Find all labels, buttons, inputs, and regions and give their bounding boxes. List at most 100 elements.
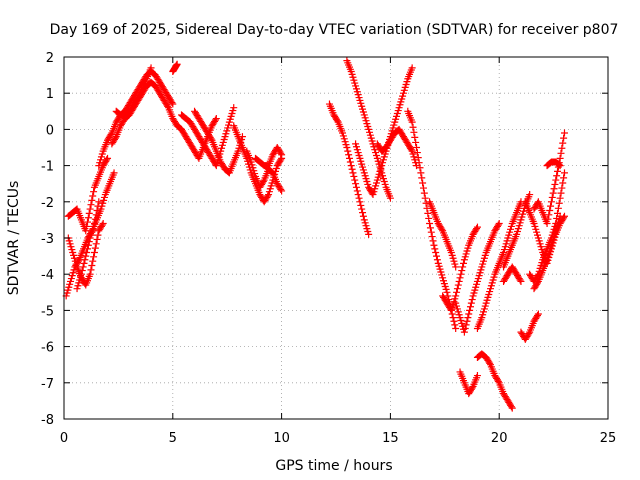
data-point [544, 215, 552, 223]
data-point [495, 220, 503, 228]
series-arc33 [543, 158, 564, 170]
data-point [90, 220, 98, 228]
data-point [466, 306, 474, 314]
data-point [546, 206, 554, 214]
data-point [450, 317, 458, 325]
data-point [424, 209, 432, 217]
data-point [553, 172, 561, 180]
x-tick-label: 15 [382, 431, 399, 446]
data-point [466, 303, 474, 311]
data-point [433, 256, 441, 264]
data-marks [62, 57, 568, 412]
data-point [90, 188, 98, 196]
y-tick-label: 0 [46, 123, 54, 138]
data-point [526, 191, 534, 199]
data-point [463, 317, 471, 325]
data-point [173, 60, 181, 68]
data-point [408, 64, 416, 72]
data-point [464, 314, 472, 322]
data-point [409, 123, 417, 131]
data-point [91, 244, 99, 252]
data-point [419, 184, 427, 192]
data-point [110, 169, 118, 177]
data-point [555, 161, 563, 169]
data-point [559, 179, 567, 187]
data-point [462, 321, 470, 329]
data-point [429, 237, 437, 245]
data-point [458, 267, 466, 275]
data-point [90, 248, 98, 256]
data-point [346, 158, 354, 166]
data-point [467, 299, 475, 307]
data-point [80, 259, 88, 267]
data-point [86, 270, 94, 278]
data-point [87, 201, 95, 209]
data-point [352, 180, 360, 188]
data-point [84, 245, 92, 253]
data-point [350, 172, 358, 180]
series-arc13 [243, 147, 286, 195]
data-point [533, 311, 541, 319]
data-point [83, 248, 91, 256]
x-tick-label: 5 [169, 431, 177, 446]
data-point [85, 209, 93, 217]
data-point [351, 176, 359, 184]
data-point [212, 115, 220, 123]
data-point [92, 211, 100, 219]
data-point [259, 178, 267, 186]
data-point [98, 221, 106, 229]
data-point [557, 189, 565, 197]
data-point [556, 194, 564, 202]
x-tick-label: 25 [600, 431, 617, 446]
data-point [556, 162, 564, 170]
y-tick-label: -5 [41, 304, 54, 319]
data-point [473, 223, 481, 231]
data-point [554, 204, 562, 212]
data-point [507, 403, 515, 411]
series-arc18 [373, 125, 421, 170]
series-arc24 [473, 350, 516, 412]
data-point [348, 165, 356, 173]
data-point [451, 321, 459, 329]
data-point [386, 194, 394, 202]
data-point [460, 328, 468, 336]
data-point [494, 377, 502, 385]
data-point [77, 270, 85, 278]
data-point [517, 277, 525, 285]
data-point [452, 325, 460, 332]
series-arc9 [178, 104, 238, 170]
x-tick-label: 10 [273, 431, 290, 446]
data-point [422, 199, 430, 207]
series-arc32 [500, 263, 525, 285]
data-point [525, 330, 533, 338]
data-point [90, 253, 98, 261]
data-point [432, 248, 440, 256]
y-tick-label: 2 [46, 51, 54, 66]
data-point [277, 156, 285, 164]
data-point [277, 149, 285, 157]
data-point [426, 224, 434, 232]
data-point [457, 270, 465, 278]
y-tick-label: -2 [41, 196, 54, 211]
data-point [91, 215, 99, 223]
data-point [358, 205, 366, 213]
data-point [430, 241, 438, 249]
data-point [211, 116, 219, 124]
data-point [86, 205, 94, 213]
x-tick-label: 0 [60, 431, 68, 446]
data-point [277, 185, 285, 193]
data-point [560, 134, 568, 142]
data-point [545, 211, 553, 219]
data-point [411, 133, 419, 141]
data-point [85, 238, 93, 246]
data-point [417, 169, 425, 177]
y-tick-label: -3 [41, 232, 54, 247]
data-point [349, 169, 357, 177]
data-point [558, 184, 566, 192]
data-point [84, 218, 92, 226]
data-point [92, 240, 100, 248]
data-point [454, 281, 462, 289]
data-point [448, 310, 456, 318]
